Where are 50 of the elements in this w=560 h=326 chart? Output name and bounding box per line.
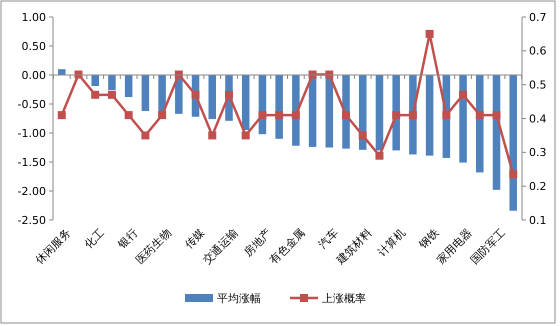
- legend-label: 上涨概率: [322, 292, 366, 305]
- point: [342, 111, 350, 120]
- point: [292, 111, 300, 120]
- point: [408, 111, 417, 120]
- point: [91, 90, 100, 99]
- point: [476, 111, 484, 120]
- y2-tick-label: 0.6: [529, 44, 546, 58]
- y-tick-label: 1.00: [22, 10, 46, 24]
- y-tick-label: -1.00: [18, 126, 46, 140]
- point: [258, 111, 266, 120]
- y2-tick-label: 0.5: [529, 78, 546, 92]
- point: [124, 111, 133, 120]
- point: [358, 131, 367, 140]
- y-tick-label: -2.00: [18, 184, 46, 198]
- y2-tick-label: 0.1: [529, 214, 546, 227]
- y-tick-label: -0.50: [18, 98, 46, 111]
- x-tick-label: 计算机: [375, 226, 408, 259]
- point: [275, 111, 284, 120]
- point: [509, 170, 518, 178]
- point: [74, 70, 82, 79]
- x-tick-label: 传媒: [182, 226, 208, 252]
- point: [242, 131, 250, 140]
- x-tick-label: 汽车: [316, 226, 341, 252]
- point: [459, 90, 468, 99]
- point: [158, 111, 166, 120]
- y2-tick-label: 0.7: [529, 10, 546, 24]
- point: [426, 30, 434, 38]
- point: [392, 111, 400, 120]
- y2-tick-label: 0.2: [529, 180, 546, 194]
- x-tick-label: 化工: [82, 226, 107, 252]
- point: [442, 111, 450, 120]
- legend-label: 平均涨幅: [217, 292, 261, 305]
- point: [141, 131, 150, 140]
- y-tick-label: 0.50: [22, 40, 46, 53]
- x-tick-label: 银行: [114, 226, 140, 252]
- x-tick-label: 休闲服务: [33, 226, 74, 267]
- y2-tick-label: 0.4: [529, 112, 546, 126]
- y-tick-label: -2.50: [18, 214, 46, 227]
- x-tick-label: 钢铁: [416, 226, 442, 252]
- point: [58, 111, 66, 120]
- x-tick-label: 有色金属: [267, 226, 308, 267]
- y-tick-label: 0.00: [22, 68, 46, 82]
- point: [375, 152, 384, 160]
- y2-tick-label: 0.3: [529, 146, 546, 160]
- y-tick-label: -1.50: [18, 156, 46, 169]
- point: [108, 90, 116, 99]
- point: [224, 90, 233, 99]
- point: [492, 111, 500, 120]
- point: [192, 90, 200, 99]
- point: [208, 131, 216, 140]
